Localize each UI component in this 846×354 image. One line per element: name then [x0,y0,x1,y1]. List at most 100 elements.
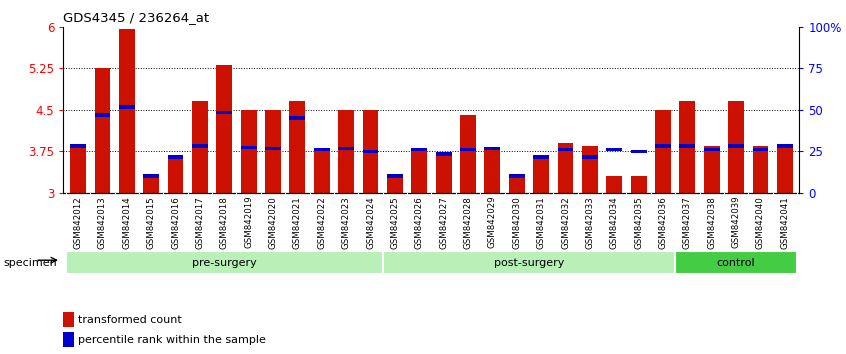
Text: GSM842021: GSM842021 [293,196,302,249]
Bar [411,148,427,152]
Bar [95,68,110,193]
Bar [631,176,646,193]
Bar [143,175,159,178]
Bar [338,147,354,150]
Text: GSM842041: GSM842041 [780,196,789,249]
Text: GSM842023: GSM842023 [342,196,350,249]
Bar [143,176,159,193]
Bar [777,144,793,148]
Text: GSM842019: GSM842019 [244,196,253,249]
Bar [460,115,476,193]
Bar [168,157,184,193]
Text: GSM842036: GSM842036 [658,196,667,249]
Text: GSM842034: GSM842034 [610,196,618,249]
Bar [582,146,598,193]
Text: GSM842014: GSM842014 [123,196,131,249]
Bar [436,154,452,193]
Bar [558,143,574,193]
Text: GSM842013: GSM842013 [98,196,107,249]
Text: GSM842040: GSM842040 [756,196,765,249]
Text: pre-surgery: pre-surgery [192,258,256,268]
Bar [70,146,86,193]
Text: GSM842037: GSM842037 [683,196,692,249]
Text: specimen: specimen [3,258,58,268]
Bar [460,148,476,152]
Bar [508,175,525,178]
Bar [436,152,452,156]
Bar [363,110,378,193]
Text: control: control [717,258,755,268]
Bar [387,175,403,178]
Bar [675,251,797,274]
Bar [119,29,135,193]
Bar [631,149,646,153]
Text: GSM842020: GSM842020 [268,196,277,249]
Bar [533,157,549,193]
Bar [728,144,744,148]
Bar [217,111,232,114]
Bar [338,110,354,193]
Bar [485,149,500,193]
Text: GSM842029: GSM842029 [488,196,497,249]
Text: percentile rank within the sample: percentile rank within the sample [78,335,266,345]
Bar [314,149,330,193]
Text: GSM842032: GSM842032 [561,196,570,249]
Bar [753,148,768,152]
Text: transformed count: transformed count [78,315,182,325]
Text: GSM842018: GSM842018 [220,196,228,249]
Bar [411,149,427,193]
Text: GSM842024: GSM842024 [366,196,375,249]
Bar [533,155,549,159]
Text: GSM842016: GSM842016 [171,196,180,249]
Bar [607,148,622,152]
Bar [289,116,305,120]
Bar [95,114,110,117]
Bar [655,110,671,193]
Bar [679,144,695,148]
Bar [363,149,378,153]
Bar [217,65,232,193]
Text: GSM842035: GSM842035 [634,196,643,249]
Text: post-surgery: post-surgery [494,258,564,268]
Text: GSM842027: GSM842027 [439,196,448,249]
Bar [485,147,500,150]
Text: GSM842031: GSM842031 [536,196,546,249]
Text: GSM842025: GSM842025 [390,196,399,249]
Bar [387,176,403,193]
Bar [192,101,208,193]
Bar [265,110,281,193]
Bar [582,155,598,159]
Bar [289,101,305,193]
Bar [607,176,622,193]
Text: GSM842039: GSM842039 [732,196,740,249]
Bar [679,101,695,193]
Bar [70,144,86,148]
Bar [241,110,256,193]
Bar [314,148,330,152]
Bar [119,105,135,109]
Text: GSM842022: GSM842022 [317,196,327,249]
Bar [63,332,74,347]
Bar [382,251,675,274]
Text: GSM842015: GSM842015 [146,196,156,249]
Bar [655,144,671,148]
Bar [66,251,382,274]
Bar [704,146,720,193]
Bar [728,101,744,193]
Bar [558,148,574,152]
Bar [508,176,525,193]
Text: GSM842033: GSM842033 [585,196,595,249]
Text: GSM842038: GSM842038 [707,196,717,249]
Text: GSM842028: GSM842028 [464,196,473,249]
Bar [704,148,720,152]
Text: GSM842030: GSM842030 [513,196,521,249]
Bar [777,146,793,193]
Bar [241,145,256,149]
Bar [63,312,74,327]
Text: GSM842026: GSM842026 [415,196,424,249]
Bar [192,144,208,148]
Bar [265,147,281,150]
Text: GSM842017: GSM842017 [195,196,205,249]
Text: GSM842012: GSM842012 [74,196,83,249]
Text: GDS4345 / 236264_at: GDS4345 / 236264_at [63,11,210,24]
